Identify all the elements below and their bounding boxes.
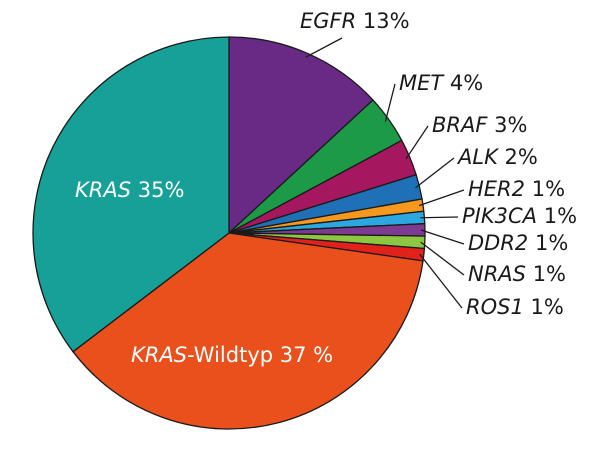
- pie-slice: [72, 232, 424, 430]
- leader-line: [420, 216, 459, 219]
- slice-label: KRAS 35%: [75, 178, 184, 202]
- slice-label: KRAS-Wildtyp 37 %: [131, 343, 333, 367]
- leader-line: [420, 241, 465, 276]
- category-label: PIK3CA: [462, 204, 537, 228]
- value-label: 4%: [450, 71, 483, 95]
- value-label: 35%: [138, 178, 185, 202]
- slice-label: BRAF 3%: [432, 113, 527, 137]
- leader-line: [405, 125, 429, 160]
- category-part: -Wildtyp: [187, 343, 273, 367]
- leader-line: [419, 253, 463, 309]
- leader-line: [384, 83, 396, 122]
- value-label: 13%: [363, 9, 410, 33]
- category-label: MET: [399, 71, 445, 95]
- leader-line: [415, 157, 455, 189]
- category-label: KRAS: [75, 178, 131, 202]
- category-label: ALK: [456, 145, 500, 169]
- leader-line: [418, 189, 465, 207]
- slice-label: DDR2 1%: [468, 231, 568, 255]
- slice-label: ALK 2%: [456, 145, 538, 169]
- value-label: 1%: [532, 177, 565, 201]
- pie-slice: [228, 36, 374, 235]
- category-label: ROS1: [466, 295, 524, 319]
- value-label: 37 %: [280, 343, 333, 367]
- category-label: KRAS-Wildtyp: [131, 343, 273, 367]
- value-label: 3%: [494, 113, 527, 137]
- leader-line: [420, 229, 465, 245]
- leader-line: [305, 37, 343, 58]
- slice-label: MET 4%: [399, 71, 483, 95]
- category-label: DDR2: [468, 231, 528, 255]
- slice-label: EGFR 13%: [300, 9, 410, 33]
- value-label: 1%: [535, 231, 568, 255]
- slice-label: ROS1 1%: [466, 295, 564, 319]
- value-label: 1%: [533, 262, 566, 286]
- value-label: 1%: [531, 295, 564, 319]
- category-label: BRAF: [432, 113, 488, 137]
- pie-slice: [32, 36, 230, 353]
- slice-label: PIK3CA 1%: [462, 204, 577, 228]
- slice-label: NRAS 1%: [468, 262, 566, 286]
- slice-label: HER2 1%: [468, 177, 565, 201]
- value-label: 1%: [544, 204, 577, 228]
- category-label: NRAS: [468, 262, 526, 286]
- category-label: HER2: [468, 177, 525, 201]
- category-part: KRAS: [131, 343, 187, 367]
- value-label: 2%: [505, 145, 538, 169]
- category-label: EGFR: [300, 9, 356, 33]
